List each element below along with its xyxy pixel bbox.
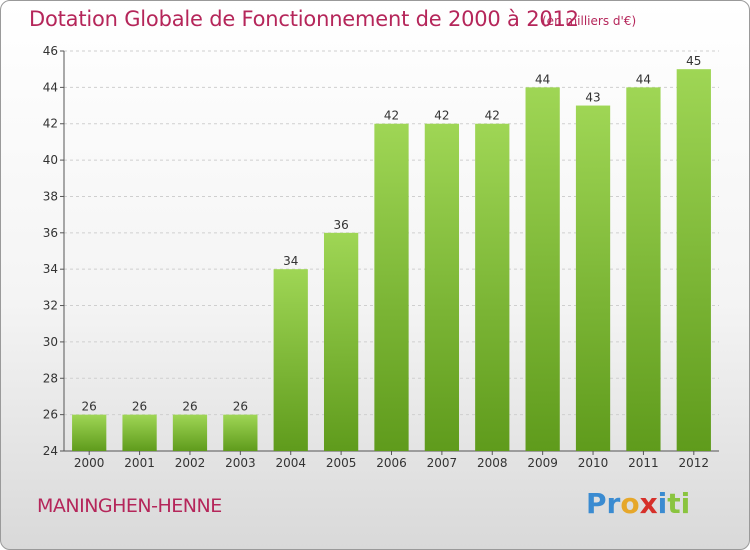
x-tick-label-2008: 2008 xyxy=(477,456,508,470)
bar-2008 xyxy=(475,123,510,452)
logo-letter: P xyxy=(586,487,607,520)
bar-2011 xyxy=(626,87,661,451)
logo-letter: i xyxy=(680,487,691,520)
chart-unit: (en milliers d'€) xyxy=(542,14,637,28)
y-tick-label: 46 xyxy=(43,44,58,58)
data-label-2006: 42 xyxy=(384,109,399,123)
x-tick-label-2005: 2005 xyxy=(326,456,357,470)
bar-2003 xyxy=(223,414,258,451)
data-label-2008: 42 xyxy=(485,109,500,123)
data-label-2004: 34 xyxy=(283,254,298,268)
x-tick-label-2011: 2011 xyxy=(628,456,659,470)
data-label-2000: 26 xyxy=(82,400,97,414)
data-label-2005: 36 xyxy=(333,218,348,232)
x-tick-label-2007: 2007 xyxy=(427,456,458,470)
x-tick-labels: 2000 2001 2002 2003 2004 2005 2006 2007 2008 2009… xyxy=(74,451,709,470)
bar-2000 xyxy=(72,414,107,451)
bars xyxy=(72,69,711,452)
data-label-2007: 42 xyxy=(434,109,449,123)
data-label-2003: 26 xyxy=(233,400,248,414)
bar-2009 xyxy=(525,87,560,451)
data-label-2011: 44 xyxy=(636,72,651,86)
bar-2002 xyxy=(172,414,208,451)
y-tick-label: 36 xyxy=(43,226,58,240)
data-label-2012: 45 xyxy=(686,54,701,68)
bar-2004 xyxy=(273,269,308,451)
data-label-2001: 26 xyxy=(132,400,147,414)
y-tick-label: 28 xyxy=(43,371,58,385)
bar-2007 xyxy=(424,123,460,452)
logo-letter: i xyxy=(657,487,668,520)
data-label-2010: 43 xyxy=(585,91,600,105)
logo-letter: r xyxy=(606,487,621,520)
y-tick-label: 42 xyxy=(43,117,58,131)
y-tick-label: 24 xyxy=(43,444,58,458)
y-tick-label: 32 xyxy=(43,299,58,313)
bar-2001 xyxy=(122,414,157,451)
x-tick-label-2004: 2004 xyxy=(275,456,306,470)
bar-2010 xyxy=(575,105,611,451)
y-tick-label: 26 xyxy=(43,408,58,422)
data-label-2002: 26 xyxy=(182,400,197,414)
y-tick-label: 38 xyxy=(43,189,58,203)
y-tick-label: 30 xyxy=(43,335,58,349)
x-tick-label-2002: 2002 xyxy=(175,456,206,470)
x-tick-label-2000: 2000 xyxy=(74,456,105,470)
x-tick-label-2010: 2010 xyxy=(578,456,609,470)
bar-2006 xyxy=(374,123,409,452)
x-tick-label-2003: 2003 xyxy=(225,456,256,470)
bar-2012 xyxy=(676,69,711,451)
chart-title: Dotation Globale de Fonctionnement de 20… xyxy=(29,7,579,31)
y-tick-labels: 24 26 28 30 32 34 36 38 40 42 44 46 xyxy=(43,44,58,458)
proxiti-logo: Proxiti xyxy=(586,487,690,520)
x-tick-label-2012: 2012 xyxy=(679,456,710,470)
commune-name: MANINGHEN-HENNE xyxy=(37,495,222,517)
logo-letter: t xyxy=(667,487,681,520)
y-tick-label: 40 xyxy=(43,153,58,167)
logo-letter: o xyxy=(620,487,640,520)
bar-2005 xyxy=(323,232,359,451)
x-tick-label-2001: 2001 xyxy=(124,456,155,470)
x-tick-label-2006: 2006 xyxy=(376,456,407,470)
x-tick-label-2009: 2009 xyxy=(527,456,558,470)
data-labels: 26 26 26 26 34 36 42 42 42 44 43 44 45 xyxy=(82,54,702,413)
y-tick-label: 44 xyxy=(43,80,58,94)
logo-letter: x xyxy=(639,487,658,520)
data-label-2009: 44 xyxy=(535,72,550,86)
y-tick-label: 34 xyxy=(43,262,58,276)
